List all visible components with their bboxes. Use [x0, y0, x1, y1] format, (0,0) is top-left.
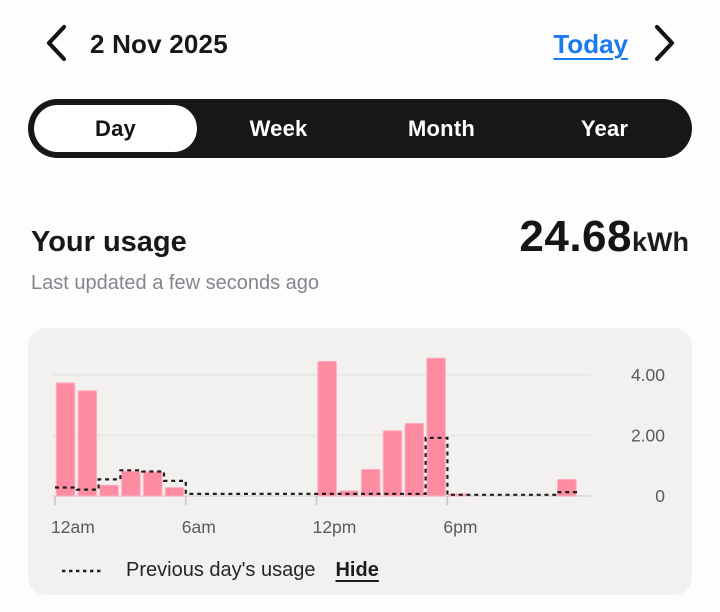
tab-month[interactable]: Month — [360, 105, 523, 152]
chart-legend: Previous day's usage Hide — [62, 559, 379, 582]
svg-text:6pm: 6pm — [443, 517, 477, 537]
svg-text:12pm: 12pm — [313, 517, 357, 537]
legend-label: Previous day's usage — [126, 559, 316, 581]
svg-text:0: 0 — [655, 486, 665, 506]
chevron-right-icon — [653, 23, 677, 66]
usage-summary-row: Your usage 24.68kWh — [31, 212, 689, 262]
svg-text:6am: 6am — [182, 517, 216, 537]
usage-title: Your usage — [31, 226, 187, 258]
tab-year[interactable]: Year — [523, 105, 686, 152]
tab-week[interactable]: Week — [197, 105, 360, 152]
usage-unit: kWh — [632, 227, 689, 257]
svg-text:2.00: 2.00 — [631, 426, 665, 446]
dotted-line-legend-icon — [62, 568, 104, 574]
svg-text:12am: 12am — [51, 517, 95, 537]
today-link[interactable]: Today — [553, 28, 628, 59]
svg-text:4.00: 4.00 — [631, 365, 665, 385]
period-tab-bar: Day Week Month Year — [28, 99, 692, 158]
usage-chart-card: 12am 6am 12pm 6pm 0 2.00 4.00 Previous day's u… — [28, 328, 692, 595]
chevron-left-icon — [44, 23, 68, 66]
date-navigation-header: 2 Nov 2025 Today — [43, 22, 678, 66]
usage-bar-chart: 12am 6am 12pm 6pm 0 2.00 4.00 — [51, 357, 665, 537]
next-day-button[interactable] — [652, 24, 678, 64]
hide-previous-day-button[interactable]: Hide — [335, 559, 379, 581]
previous-day-button[interactable] — [43, 24, 69, 64]
selected-date-label: 2 Nov 2025 — [90, 28, 228, 59]
usage-value: 24.68 — [519, 212, 632, 261]
usage-total: 24.68kWh — [519, 212, 689, 262]
tab-day[interactable]: Day — [34, 105, 197, 152]
last-updated-text: Last updated a few seconds ago — [31, 272, 319, 294]
